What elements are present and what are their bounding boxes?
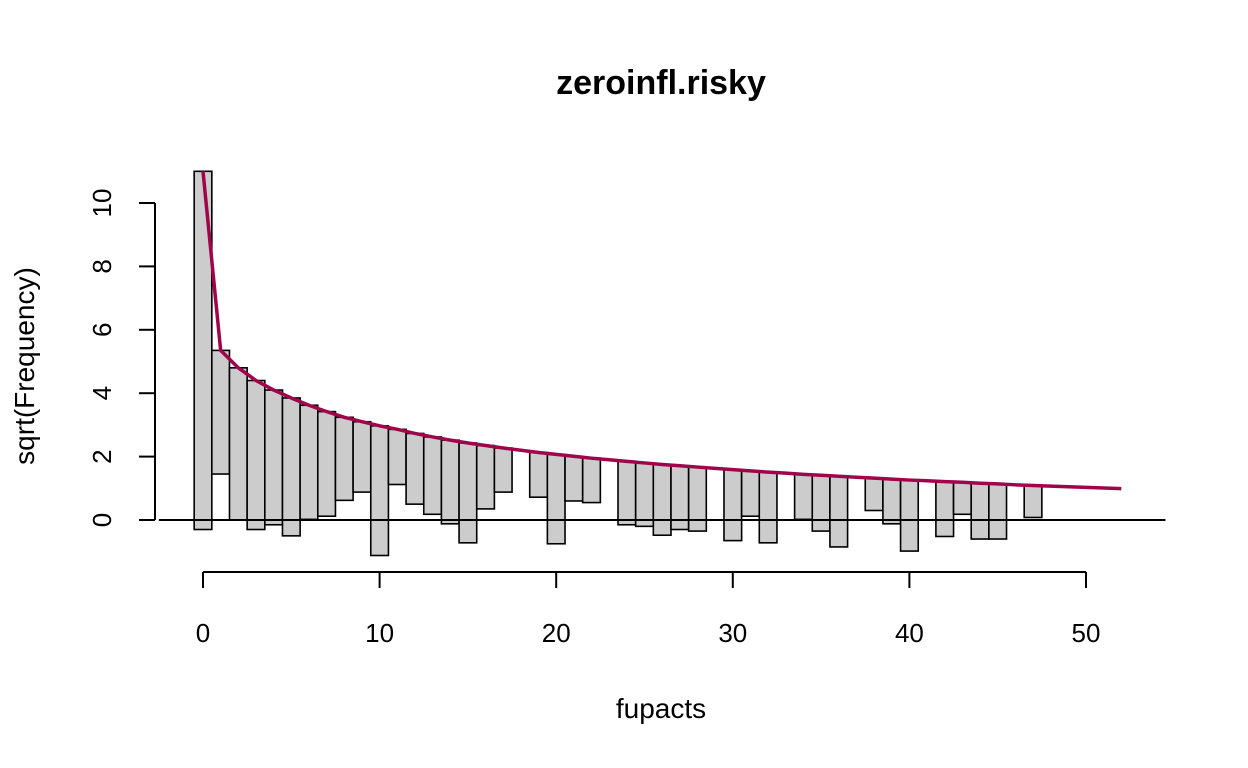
y-tick-label: 0 — [87, 513, 117, 527]
bar-1 — [211, 349, 231, 475]
bar-12 — [405, 432, 425, 505]
bar-3 — [246, 379, 266, 531]
bar-26 — [652, 463, 672, 537]
bar-32 — [758, 471, 778, 544]
bar-40 — [899, 479, 920, 552]
bar-47 — [1023, 484, 1043, 519]
bar-35 — [811, 474, 831, 532]
y-tick-label: 10 — [87, 189, 117, 218]
bar-13 — [422, 436, 443, 516]
x-tick-label: 0 — [196, 618, 210, 648]
chart-title: zeroinfl.risky — [556, 64, 766, 102]
x-axis-label: fupacts — [616, 693, 706, 724]
bar-10 — [369, 425, 390, 557]
bar-28 — [687, 466, 708, 532]
bar-15 — [458, 442, 478, 544]
y-tick-label: 8 — [87, 259, 117, 273]
bar-11 — [387, 428, 407, 486]
y-tick-label: 6 — [87, 323, 117, 337]
bar-44 — [970, 482, 990, 540]
bar-9 — [352, 420, 372, 493]
x-tick-label: 20 — [542, 618, 571, 648]
bar-7 — [316, 410, 337, 517]
x-tick-label: 50 — [1072, 618, 1101, 648]
bar-24 — [617, 460, 637, 526]
bar-2 — [228, 367, 248, 521]
bar-21 — [564, 455, 584, 502]
bar-17 — [493, 447, 513, 493]
bar-45 — [988, 483, 1008, 540]
x-tick-label: 30 — [718, 618, 747, 648]
bar-5 — [281, 397, 301, 537]
x-tick-label: 40 — [895, 618, 924, 648]
x-axis: 0 10 20 30 40 50 — [196, 571, 1101, 648]
bar-34 — [793, 473, 814, 521]
bar-6 — [299, 404, 319, 521]
bar-30 — [723, 468, 743, 542]
expected-frequency-curve — [201, 171, 1122, 491]
y-axis: 0 2 4 6 8 10 — [87, 189, 156, 527]
x-tick-label: 10 — [365, 618, 394, 648]
bars-group — [193, 170, 1043, 557]
y-tick-label: 4 — [87, 386, 117, 400]
bar-39 — [882, 478, 902, 525]
bar-36 — [829, 475, 849, 548]
bar-25 — [634, 462, 655, 528]
bar-31 — [740, 470, 761, 517]
bar-14 — [440, 439, 460, 525]
bar-43 — [952, 481, 973, 516]
bar-20 — [546, 453, 566, 545]
bar-42 — [935, 480, 955, 538]
bar-8 — [334, 416, 354, 502]
bar-19 — [528, 451, 549, 498]
y-tick-label: 2 — [87, 449, 117, 463]
bar-4 — [264, 389, 284, 526]
bar-22 — [581, 457, 602, 504]
bar-16 — [475, 444, 496, 510]
y-axis-label: sqrt(Frequency) — [9, 267, 40, 465]
bar-38 — [864, 477, 884, 512]
